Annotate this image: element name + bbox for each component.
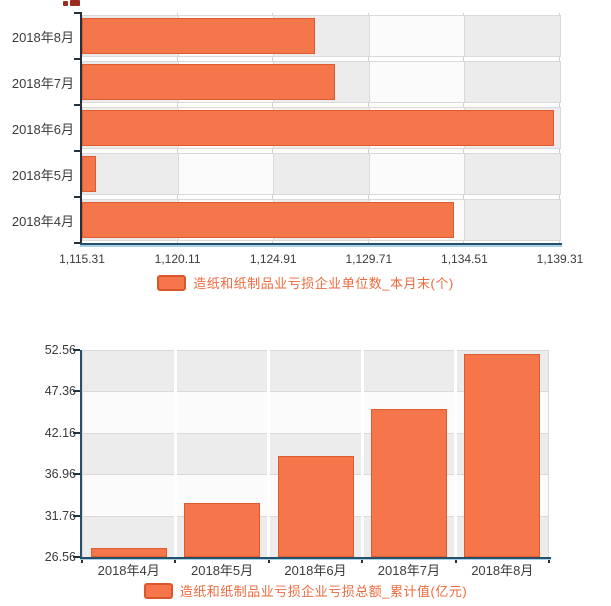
- bar-2018年6月[interactable]: [277, 456, 354, 557]
- tick-mark: [73, 556, 80, 558]
- tick-mark: [73, 514, 80, 517]
- loss-total-plot-area: [82, 350, 549, 558]
- loss-count-chart: 2018年8月 2018年7月 2018年6月 2018年5月 2018年4月 1,11…: [0, 0, 611, 300]
- grid-cell: [368, 153, 466, 195]
- x-axis-highlight-line: [80, 559, 551, 560]
- y-axis-line: [80, 350, 82, 559]
- tick-mark: [361, 558, 364, 563]
- column-separator: [360, 350, 364, 557]
- bar-2018年5月[interactable]: [184, 503, 261, 557]
- tick-mark: [74, 150, 82, 152]
- tick-mark: [73, 349, 80, 351]
- tick-mark: [74, 12, 82, 14]
- tick-mark: [267, 558, 270, 563]
- tick-mark: [81, 558, 83, 563]
- legend-label: 造纸和纸制品业亏损企业单位数_本月末(个): [193, 276, 454, 291]
- value-tick-label: 1,134.51: [441, 252, 488, 266]
- legend-swatch-icon: [157, 274, 187, 291]
- loss-count-legend[interactable]: 造纸和纸制品业亏损企业单位数_本月末(个): [0, 273, 611, 292]
- tick-mark: [74, 196, 82, 198]
- value-tick-label: 47.36: [44, 384, 76, 399]
- bar-2018年5月[interactable]: [82, 156, 96, 192]
- loss-count-plot-area: [82, 13, 561, 243]
- grid-cell: [368, 15, 466, 57]
- grid-cell: [273, 153, 370, 195]
- value-tick-label: 1,129.71: [345, 252, 393, 266]
- grid-cell: [368, 61, 466, 103]
- grid-cell: [464, 61, 561, 103]
- value-tick-label: 31.76: [44, 508, 76, 523]
- bar-2018年8月[interactable]: [82, 18, 315, 54]
- column-separator: [454, 350, 458, 557]
- category-label: 2018年5月: [191, 562, 254, 578]
- legend-swatch-icon: [143, 582, 173, 599]
- grid-cell: [464, 199, 561, 241]
- category-label: 2018年6月: [11, 121, 74, 137]
- bar-2018年7月[interactable]: [82, 64, 335, 100]
- category-label: 2018年6月: [284, 562, 347, 578]
- tick-mark: [454, 558, 457, 563]
- y-axis-line: [80, 13, 82, 244]
- value-tick-label: 1,139.31: [536, 252, 584, 266]
- x-axis-line: [80, 243, 562, 245]
- tick-mark: [74, 104, 82, 106]
- tick-mark: [74, 242, 82, 244]
- column-separator: [173, 350, 177, 557]
- bar-2018年6月[interactable]: [82, 110, 554, 146]
- x-axis-highlight-line: [80, 245, 562, 247]
- value-tick-label: 1,124.91: [249, 252, 297, 266]
- tick-mark: [548, 558, 550, 563]
- value-tick-label: 26.56: [44, 550, 76, 564]
- grid-cell: [464, 15, 561, 57]
- bar-2018年4月[interactable]: [82, 202, 455, 238]
- category-label: 2018年5月: [11, 167, 74, 183]
- category-label: 2018年8月: [471, 562, 534, 578]
- category-label: 2018年7月: [377, 562, 440, 578]
- x-axis-line: [80, 557, 551, 559]
- tick-mark: [73, 390, 80, 393]
- column-separator: [267, 350, 271, 557]
- category-label: 2018年8月: [11, 29, 74, 45]
- grid-cell: [464, 153, 561, 195]
- tick-mark: [174, 558, 177, 563]
- loss-total-chart: 52.56 47.36 42.16 36.96 31.76 26.56 2018年4月 20…: [0, 300, 611, 606]
- value-tick-label: 36.96: [44, 467, 76, 482]
- bar-2018年4月[interactable]: [90, 547, 167, 557]
- legend-label: 造纸和纸制品业亏损企业亏损总额_累计值(亿元): [179, 584, 468, 599]
- category-label: 2018年4月: [97, 562, 160, 578]
- loss-total-legend[interactable]: 造纸和纸制品业亏损企业亏损总额_累计值(亿元): [0, 581, 611, 600]
- category-label: 2018年4月: [11, 213, 74, 229]
- value-tick-label: 42.16: [44, 425, 76, 440]
- tick-mark: [73, 431, 80, 434]
- bar-2018年7月[interactable]: [370, 408, 447, 557]
- category-label: 2018年7月: [11, 75, 74, 91]
- bar-2018年8月[interactable]: [464, 353, 541, 557]
- tick-mark: [73, 473, 80, 476]
- grid-cell: [82, 153, 179, 195]
- grid-cell: [177, 153, 275, 195]
- value-tick-label: 1,115.31: [59, 252, 105, 266]
- tick-mark: [74, 58, 82, 60]
- value-tick-label: 1,120.11: [154, 252, 201, 266]
- value-tick-label: 52.56: [44, 343, 76, 357]
